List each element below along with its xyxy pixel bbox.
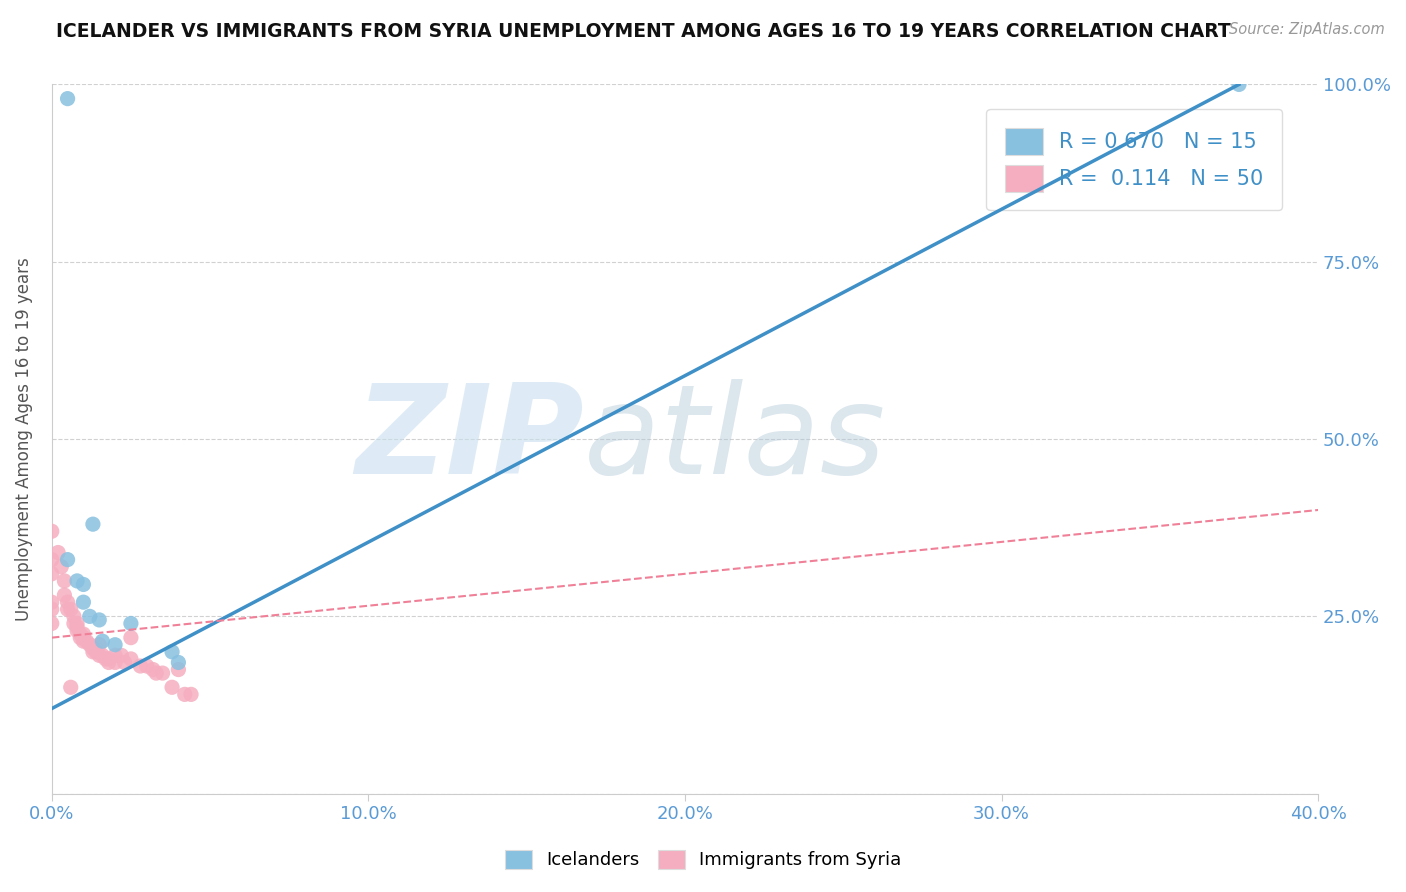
Point: [69, 631, 91, 645]
Point: [89, 613, 111, 627]
Point: [82, 645, 104, 659]
Point: [56, 92, 79, 106]
Point: [41, 524, 63, 539]
Point: [82, 641, 104, 656]
Legend: R = 0.670   N = 15, R =  0.114   N = 50: R = 0.670 N = 15, R = 0.114 N = 50: [987, 109, 1282, 211]
Point: [104, 638, 127, 652]
Point: [66, 624, 89, 638]
Point: [76, 634, 98, 648]
Point: [66, 620, 89, 634]
Point: [135, 659, 157, 673]
Point: [120, 652, 142, 666]
Point: [72, 627, 94, 641]
Point: [104, 648, 127, 663]
Point: [41, 595, 63, 609]
Point: [110, 648, 132, 663]
Y-axis label: Unemployment Among Ages 16 to 19 years: Unemployment Among Ages 16 to 19 years: [15, 257, 32, 621]
Point: [120, 631, 142, 645]
Text: ZIP: ZIP: [354, 378, 583, 500]
Point: [91, 634, 114, 648]
Point: [167, 663, 190, 677]
Point: [160, 681, 183, 695]
Point: [1227, 78, 1250, 92]
Point: [59, 602, 82, 616]
Text: Source: ZipAtlas.com: Source: ZipAtlas.com: [1229, 22, 1385, 37]
Point: [79, 609, 101, 624]
Point: [41, 602, 63, 616]
Point: [142, 663, 165, 677]
Point: [173, 687, 195, 701]
Point: [104, 656, 127, 670]
Point: [97, 652, 120, 666]
Point: [72, 595, 94, 609]
Point: [56, 552, 79, 566]
Point: [66, 574, 89, 588]
Point: [66, 616, 89, 631]
Point: [56, 595, 79, 609]
Point: [41, 566, 63, 581]
Point: [89, 638, 111, 652]
Text: ICELANDER VS IMMIGRANTS FROM SYRIA UNEMPLOYMENT AMONG AGES 16 TO 19 YEARS CORREL: ICELANDER VS IMMIGRANTS FROM SYRIA UNEMP…: [56, 22, 1232, 41]
Point: [79, 638, 101, 652]
Point: [89, 648, 111, 663]
Point: [145, 666, 167, 681]
Point: [84, 645, 107, 659]
Point: [53, 588, 76, 602]
Point: [69, 627, 91, 641]
Point: [120, 616, 142, 631]
Point: [63, 616, 86, 631]
Point: [97, 656, 120, 670]
Point: [72, 634, 94, 648]
Point: [41, 616, 63, 631]
Point: [59, 681, 82, 695]
Text: atlas: atlas: [583, 378, 886, 500]
Point: [46, 545, 69, 559]
Point: [167, 656, 190, 670]
Point: [91, 648, 114, 663]
Point: [41, 552, 63, 566]
Point: [63, 609, 86, 624]
Point: [180, 687, 202, 701]
Point: [72, 631, 94, 645]
Point: [82, 517, 104, 532]
Point: [160, 645, 183, 659]
Point: [94, 652, 117, 666]
Point: [51, 559, 73, 574]
Point: [152, 666, 174, 681]
Point: [129, 659, 152, 673]
Point: [56, 602, 79, 616]
Legend: Icelanders, Immigrants from Syria: Icelanders, Immigrants from Syria: [496, 841, 910, 879]
Point: [53, 574, 76, 588]
Point: [114, 656, 136, 670]
Point: [72, 577, 94, 591]
